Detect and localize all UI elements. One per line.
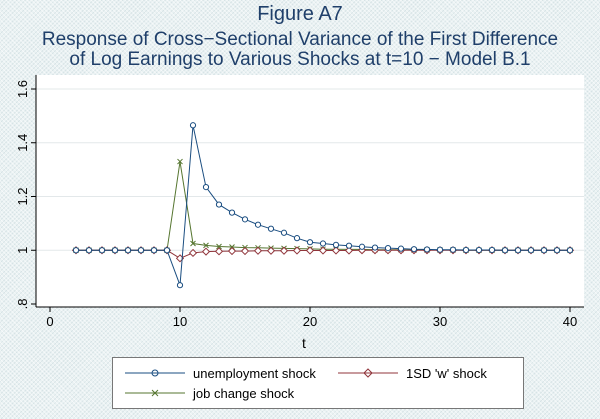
data-point [214, 247, 224, 256]
x-tick-label: 20 [303, 314, 317, 329]
data-point [305, 246, 315, 255]
data-point [228, 209, 236, 216]
data-point [98, 247, 106, 254]
legend: unemployment shock 1SD 'w' shock job cha… [112, 357, 524, 409]
data-point [241, 216, 249, 223]
data-point [177, 158, 183, 165]
data-point [371, 244, 379, 251]
data-point [344, 246, 354, 255]
data-point [203, 242, 209, 249]
data-point [266, 246, 276, 255]
legend-swatch-diamond-icon [338, 367, 398, 379]
data-point [462, 246, 470, 254]
data-point [540, 247, 548, 254]
data-point [566, 247, 574, 254]
data-point [163, 247, 171, 254]
legend-label: 1SD 'w' shock [406, 365, 487, 381]
y-tick-label: .8 [15, 299, 30, 310]
data-point [72, 247, 80, 254]
data-point [501, 247, 509, 254]
y-tick-label: 1.2 [15, 187, 30, 205]
x-tick-label: 10 [173, 314, 187, 329]
data-point [137, 247, 145, 254]
data-point [254, 221, 262, 228]
data-point [253, 246, 263, 255]
x-tick-label: 40 [563, 314, 577, 329]
data-point [319, 240, 327, 247]
y-tick-label: 1.6 [15, 80, 30, 98]
data-point [514, 247, 522, 254]
legend-item-1sd-w: 1SD 'w' shock [338, 364, 487, 382]
data-point [189, 122, 197, 129]
data-point [227, 246, 237, 256]
data-point [176, 282, 184, 289]
data-point [190, 240, 196, 247]
data-point [215, 201, 223, 208]
data-point [475, 246, 483, 254]
plot-area [36, 75, 584, 307]
data-point [384, 245, 392, 252]
legend-swatch-x-icon [125, 387, 185, 399]
x-tick-label: 0 [46, 314, 53, 329]
data-point [410, 246, 418, 253]
data-point [436, 246, 444, 253]
chart-subtitle-line-2: of Log Earnings to Various Shocks at t=1… [69, 49, 531, 70]
data-point [358, 243, 366, 250]
data-point [267, 225, 275, 232]
data-point [188, 248, 198, 258]
data-point [202, 183, 210, 191]
data-point [124, 247, 132, 254]
legend-item-job-change: job change shock [125, 384, 294, 402]
data-point [111, 247, 119, 254]
data-point [397, 245, 405, 252]
data-point [488, 246, 496, 254]
data-point [216, 243, 222, 250]
y-tick-label: 1 [15, 247, 30, 254]
data-point [449, 246, 457, 253]
legend-swatch-circle-icon [125, 367, 185, 379]
data-point [527, 247, 535, 254]
chart-title: Figure A7 [257, 3, 343, 25]
data-point [423, 246, 431, 253]
data-point [331, 246, 341, 255]
y-tick-label: 1.4 [15, 134, 30, 152]
data-point [306, 239, 314, 246]
data-point [279, 246, 289, 255]
data-point [150, 247, 158, 254]
legend-item-unemployment: unemployment shock [125, 364, 316, 382]
legend-label: job change shock [193, 385, 295, 401]
data-point [280, 229, 288, 236]
data-point [85, 247, 93, 254]
data-point [292, 246, 302, 255]
x-tick-label: 30 [433, 314, 447, 329]
legend-label: unemployment shock [193, 365, 316, 381]
data-point [553, 247, 561, 254]
x-axis-label: t [302, 335, 306, 351]
data-point [293, 235, 301, 242]
chart-subtitle-line-1: Response of Cross−Sectional Variance of … [41, 29, 559, 50]
data-point [201, 247, 211, 256]
data-point [345, 242, 353, 249]
data-point [357, 246, 367, 255]
data-point [332, 241, 340, 248]
data-point [318, 246, 328, 255]
data-point [240, 246, 250, 256]
